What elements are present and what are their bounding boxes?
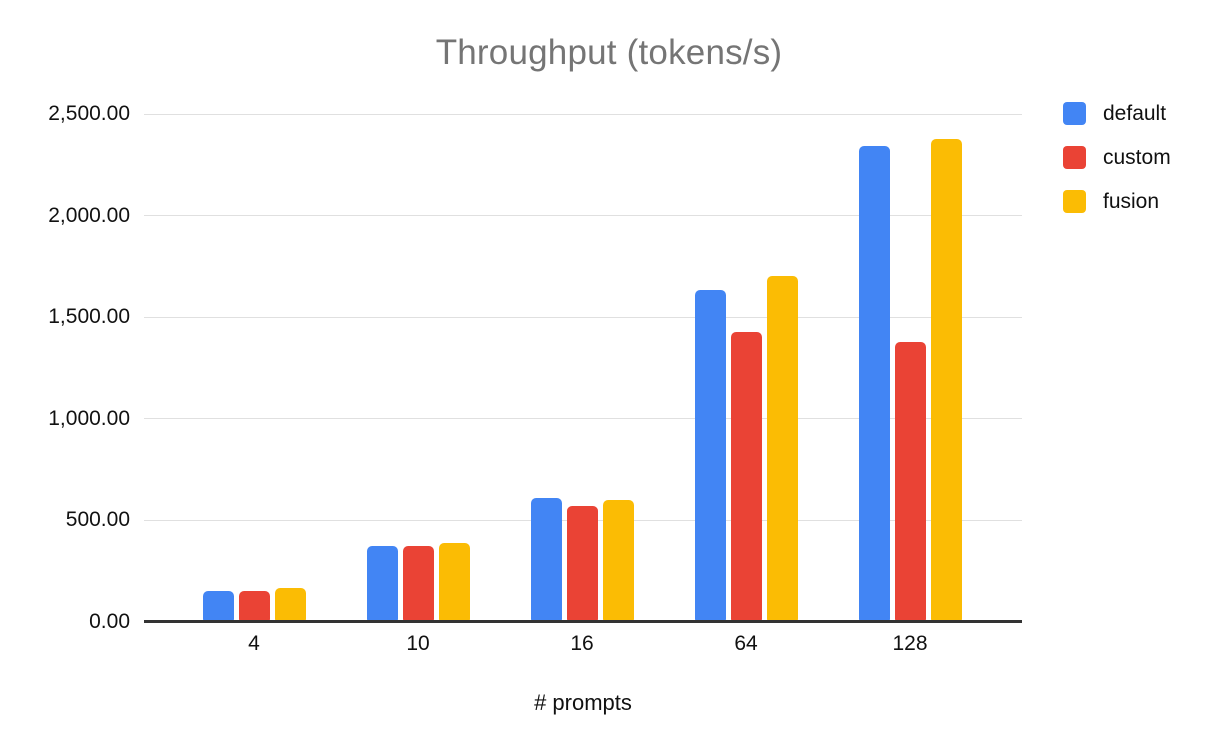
bar-fusion-128 [930, 139, 962, 622]
legend-swatch-default [1063, 102, 1086, 125]
legend-swatch-custom [1063, 146, 1086, 169]
gridline-2000 [144, 215, 1022, 217]
x-axis-tick-label-128: 128 [892, 632, 928, 655]
bar-default-128 [858, 145, 890, 622]
legend: default custom fusion [1063, 102, 1171, 234]
x-axis-tick-label-4: 4 [248, 632, 260, 655]
bar-default-10 [366, 545, 398, 622]
legend-label-fusion: fusion [1103, 190, 1160, 213]
legend-item-default: default [1063, 102, 1171, 125]
x-axis-title: # prompts [534, 690, 632, 715]
bar-group-4 [172, 114, 336, 622]
x-axis-baseline [144, 620, 1022, 623]
y-axis-tick-label: 2,000.00 [48, 203, 130, 227]
y-axis-tick-label: 500.00 [65, 508, 130, 532]
gridline-2500 [144, 113, 1022, 115]
x-axis-tick-label-16: 16 [570, 632, 594, 655]
bar-custom-128 [894, 342, 926, 622]
plot-area [144, 113, 1022, 623]
legend-item-fusion: fusion [1063, 190, 1171, 213]
bar-group-10 [336, 114, 500, 622]
bar-custom-64 [730, 331, 762, 622]
legend-label-default: default [1103, 102, 1167, 125]
bar-custom-10 [402, 545, 434, 622]
bar-default-16 [530, 498, 562, 622]
bar-fusion-10 [438, 543, 470, 622]
legend-swatch-fusion [1063, 190, 1086, 213]
y-axis-tick-label: 1,000.00 [48, 406, 130, 430]
bar-custom-4 [238, 590, 270, 622]
gridline-1000 [144, 418, 1022, 420]
bar-custom-16 [566, 506, 598, 622]
bar-group-128 [828, 114, 992, 622]
bar-fusion-16 [602, 500, 634, 622]
y-axis-tick-label: 1,500.00 [48, 305, 130, 329]
bar-default-4 [202, 590, 234, 622]
x-axis-tick-label-10: 10 [406, 632, 430, 655]
bar-group-16 [500, 114, 664, 622]
bar-group-64 [664, 114, 828, 622]
y-axis-tick-label: 2,500.00 [48, 102, 130, 125]
bar-groups-container [172, 114, 992, 622]
chart-title: Throughput (tokens/s) [435, 33, 783, 72]
bar-fusion-4 [274, 587, 306, 622]
y-axis-tick-label: 0.00 [89, 610, 130, 633]
bar-default-64 [694, 290, 726, 622]
gridline-1500 [144, 316, 1022, 318]
legend-item-custom: custom [1063, 146, 1171, 169]
legend-label-custom: custom [1103, 146, 1171, 169]
bar-fusion-64 [766, 276, 798, 622]
x-axis-tick-label-64: 64 [734, 632, 758, 655]
